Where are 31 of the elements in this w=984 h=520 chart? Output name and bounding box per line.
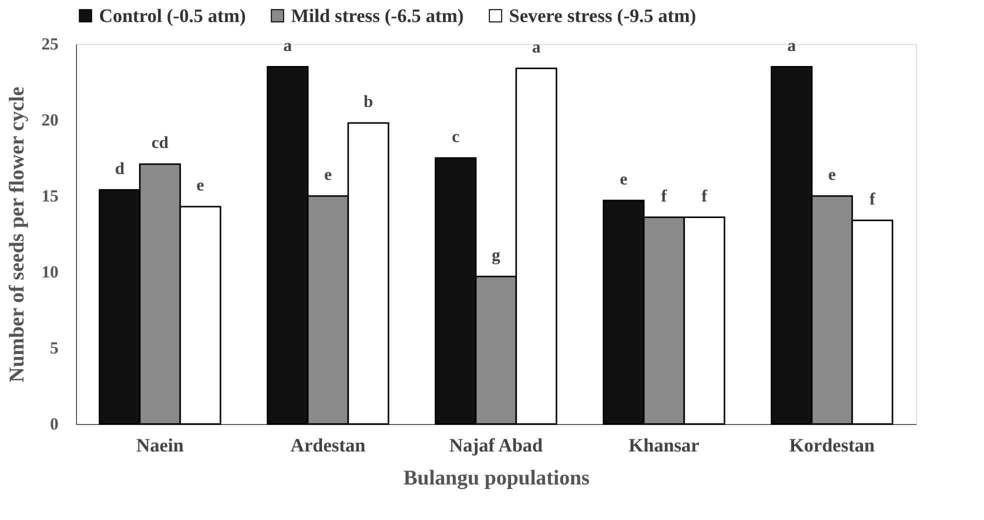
y-tick-label: 5 [50, 338, 58, 358]
data-label: cd [152, 133, 170, 152]
data-label: g [492, 246, 501, 265]
x-tick-label: Ardestan [290, 436, 366, 456]
y-tick-label: 15 [42, 186, 58, 206]
data-label: d [114, 158, 125, 178]
data-label: c [452, 127, 460, 146]
x-tick-label: Naein [136, 436, 184, 456]
data-label: a [787, 36, 796, 55]
y-tick-label: 20 [42, 110, 58, 130]
data-label: f [701, 186, 708, 206]
data-label: e [324, 165, 332, 184]
data-label: f [869, 189, 876, 208]
x-tick-label: Khansar [628, 436, 700, 456]
data-label: e [196, 176, 205, 195]
x-axis-title: Bulangu populations [403, 466, 590, 490]
data-label: a [283, 36, 292, 55]
data-label: e [828, 165, 836, 184]
y-tick-label: 0 [50, 414, 58, 434]
x-tick-label: Najaf Abad [449, 436, 544, 456]
data-label: f [661, 186, 668, 206]
y-tick-label: 25 [42, 34, 58, 54]
legend-label: Control (-0.5 atm) [99, 6, 246, 27]
y-axis-title: Number of seeds per flower cycle [4, 86, 28, 382]
y-tick-label: 10 [42, 262, 58, 282]
data-label: b [364, 92, 374, 112]
x-tick-label: Kordestan [789, 436, 876, 456]
data-label: a [532, 37, 542, 56]
legend-label: Severe stress (-9.5 atm) [509, 6, 696, 27]
legend-label: Mild stress (-6.5 atm) [291, 6, 464, 27]
data-label: e [620, 170, 628, 189]
